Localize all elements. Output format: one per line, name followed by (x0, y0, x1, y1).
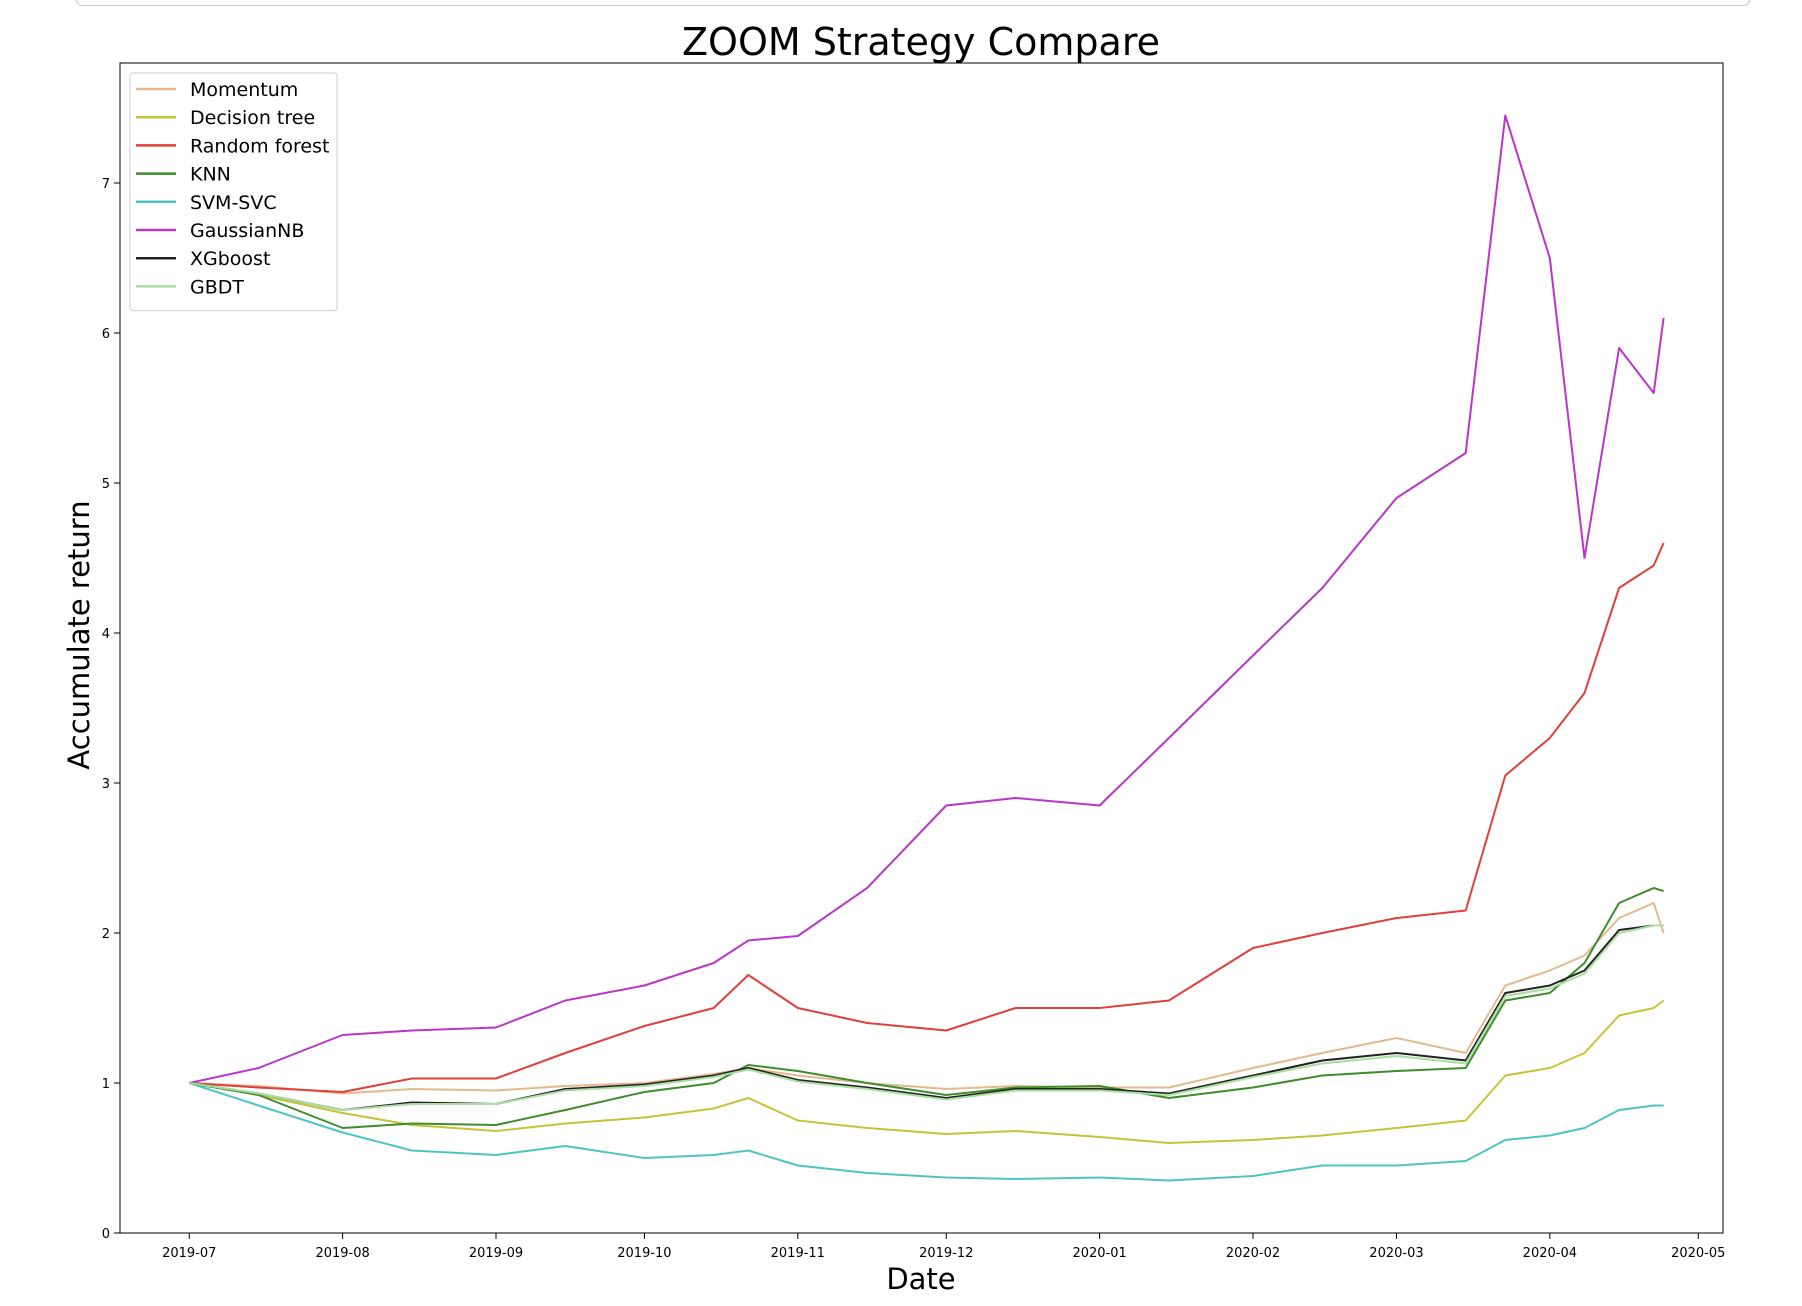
x-tick-label: 2020-02 (1226, 1246, 1280, 1261)
x-tick-label: 2020-01 (1072, 1246, 1126, 1261)
y-tick-label: 6 (102, 327, 110, 342)
x-tick-label: 2019-07 (162, 1246, 216, 1261)
x-tick-label: 2019-11 (771, 1246, 825, 1261)
legend-label-gaussiannb: GaussianNB (190, 220, 304, 242)
series-line-knn (189, 887, 1664, 1129)
legend-label-svm-svc: SVM-SVC (190, 192, 277, 214)
y-tick-label: 3 (102, 777, 110, 792)
plot-frame (119, 62, 1724, 1234)
series-line-gaussiannb (189, 114, 1665, 1084)
series-line-svm-svc (188, 1082, 1664, 1182)
y-tick-label: 4 (102, 627, 110, 642)
series-line-gbdt (189, 924, 1664, 1111)
legend-frame (129, 72, 338, 312)
x-tick-label: 2019-10 (617, 1246, 671, 1261)
series-lines (188, 114, 1665, 1182)
y-axis: 0 1 2 3 4 5 6 7 (102, 177, 120, 1242)
y-tick-label: 5 (102, 477, 110, 492)
x-tick-label: 2019-08 (315, 1246, 369, 1261)
x-axis-label: Date (886, 1262, 955, 1296)
y-tick-label: 1 (102, 1077, 110, 1092)
legend-label-gbdt: GBDT (190, 276, 244, 298)
legend-label-momentum: Momentum (190, 79, 298, 101)
x-tick-label: 2020-05 (1671, 1246, 1725, 1261)
legend-label-random-forest: Random forest (190, 135, 329, 157)
series-line-random-forest (189, 542, 1665, 1093)
legend-label-xgboost: XGboost (190, 248, 270, 270)
chart-title: ZOOM Strategy Compare (682, 20, 1160, 64)
y-tick-label: 2 (102, 927, 110, 942)
y-tick-label: 7 (102, 177, 110, 192)
x-tick-label: 2020-03 (1369, 1246, 1423, 1261)
legend-label-knn: KNN (190, 164, 231, 186)
legend-label-decision-tree: Decision tree (190, 107, 315, 129)
x-tick-label: 2019-12 (919, 1246, 973, 1261)
series-line-momentum (189, 902, 1665, 1095)
y-axis-label: Accumulate return (62, 500, 96, 769)
x-tick-label: 2019-09 (469, 1246, 523, 1261)
x-axis: 2019-07 2019-08 2019-09 2019-10 2019-11 2019-… (162, 1233, 1725, 1261)
legend: Momentum Decision tree Random forest KNN SVM… (129, 72, 338, 312)
y-tick-label: 0 (102, 1227, 110, 1242)
x-tick-label: 2020-04 (1523, 1246, 1577, 1261)
series-line-xgboost (189, 924, 1664, 1111)
series-line-decision-tree (189, 999, 1665, 1144)
